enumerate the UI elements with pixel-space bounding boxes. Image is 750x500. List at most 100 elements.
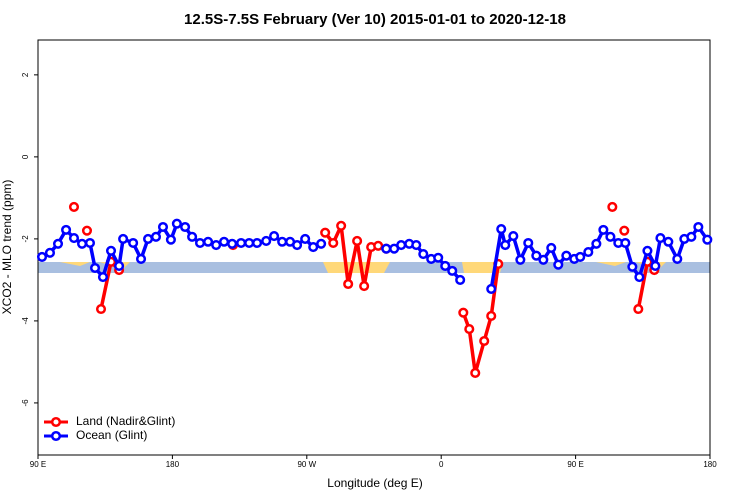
legend-label: Ocean (Glint)	[76, 428, 147, 442]
data-point	[619, 225, 630, 236]
data-point	[68, 233, 80, 244]
data-point	[672, 253, 683, 265]
data-point	[633, 303, 644, 315]
data-point	[663, 236, 674, 247]
data-point	[373, 240, 384, 251]
data-point	[486, 283, 497, 294]
data-point	[300, 233, 311, 244]
data-point	[500, 239, 511, 251]
data-point	[180, 221, 191, 233]
data-point	[455, 274, 466, 285]
x-tick-label: 0	[439, 460, 444, 469]
data-point	[52, 238, 64, 249]
data-point	[591, 238, 602, 249]
data-point	[396, 239, 407, 251]
data-point	[44, 247, 55, 258]
data-point	[277, 236, 288, 247]
surface-mask	[38, 262, 710, 273]
data-point	[634, 271, 645, 283]
land-band	[60, 262, 90, 266]
data-point	[693, 221, 704, 233]
data-point	[486, 310, 497, 322]
data-point	[61, 224, 72, 235]
y-tick-label: 0	[21, 154, 30, 159]
x-tick-label: 180	[703, 460, 717, 469]
data-point	[211, 239, 222, 251]
data-point	[352, 235, 363, 246]
data-point	[538, 254, 549, 265]
y-tick-label: 2	[21, 72, 30, 77]
x-tick-label: 90 E	[567, 460, 583, 469]
data-point	[118, 233, 129, 244]
legend-label: Land (Nadir&Glint)	[76, 414, 175, 428]
data-point	[496, 223, 507, 235]
y-axis-label: XCO2 - MLO trend (ppm)	[0, 180, 14, 315]
legend-marker	[50, 416, 62, 428]
data-point	[546, 242, 557, 253]
y-tick-label: -4	[21, 317, 30, 325]
data-point	[219, 236, 230, 247]
y-tick-label: -6	[21, 399, 30, 407]
data-point	[194, 237, 206, 249]
data-point	[81, 225, 93, 236]
data-point	[227, 238, 238, 249]
data-point	[458, 307, 469, 318]
data-point	[479, 335, 490, 347]
data-point	[433, 252, 444, 263]
data-point	[553, 259, 564, 270]
data-point	[114, 260, 125, 272]
data-point	[236, 237, 247, 249]
data-point	[523, 237, 534, 249]
data-point	[655, 233, 666, 244]
data-point	[464, 324, 475, 335]
data-point	[316, 238, 327, 249]
land-band	[323, 262, 390, 273]
data-point	[77, 238, 88, 249]
data-point	[336, 220, 347, 231]
data-point	[531, 250, 542, 261]
data-point	[605, 231, 616, 242]
plot-frame	[37, 39, 711, 456]
data-point	[97, 271, 109, 283]
data-point	[128, 237, 139, 249]
data-point	[150, 231, 162, 242]
data-point	[143, 233, 154, 244]
data-point	[187, 231, 198, 242]
data-point	[686, 231, 697, 242]
data-point	[269, 230, 280, 242]
data-point	[650, 260, 661, 272]
data-point	[470, 367, 481, 379]
data-point	[244, 237, 255, 249]
x-tick-label: 180	[166, 460, 180, 469]
data-point	[165, 234, 176, 245]
data-point	[84, 237, 96, 249]
data-point	[515, 254, 526, 265]
data-point	[359, 280, 370, 292]
data-point	[157, 221, 169, 233]
data-point	[642, 245, 653, 256]
data-point	[36, 251, 48, 262]
x-axis-label: Longitude (deg E)	[327, 476, 422, 490]
data-point	[105, 245, 117, 256]
data-point	[620, 237, 631, 249]
data-point	[261, 235, 272, 246]
data-point	[203, 236, 214, 247]
land-band	[596, 262, 626, 266]
data-point	[328, 237, 339, 249]
data-point	[440, 260, 451, 272]
data-point	[607, 201, 618, 212]
data-point	[508, 230, 519, 242]
x-tick-label: 90 E	[30, 460, 46, 469]
legend-marker	[50, 430, 62, 442]
data-point	[418, 249, 429, 260]
data-point	[447, 265, 458, 276]
data-point	[583, 246, 594, 258]
data-point	[68, 201, 80, 212]
data-point	[343, 278, 354, 290]
data-point	[292, 239, 303, 251]
data-point	[381, 243, 392, 254]
data-point	[95, 303, 107, 315]
data-point	[89, 262, 101, 274]
data-point	[411, 239, 422, 251]
